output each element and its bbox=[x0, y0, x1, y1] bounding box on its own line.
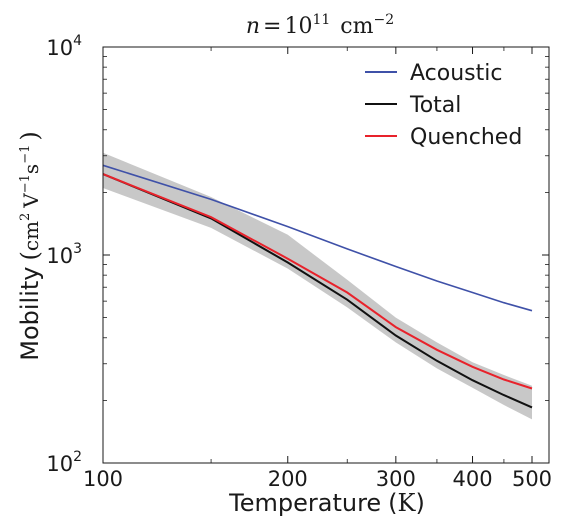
legend-acoustic-label: Acoustic bbox=[410, 61, 502, 86]
legend-total-label: Total bbox=[409, 93, 461, 118]
y-label-s: s bbox=[19, 164, 43, 174]
series-acoustic-line bbox=[102, 164, 533, 312]
x-label-close: ) bbox=[415, 489, 424, 517]
series-quenched-line bbox=[102, 173, 533, 390]
x-tick-label: 400 bbox=[452, 467, 492, 491]
chart-title: n = 1011 cm−2 bbox=[246, 12, 394, 39]
title-n: n bbox=[246, 14, 260, 39]
title-unit-exp: −2 bbox=[373, 12, 394, 28]
x-tick-label: 300 bbox=[376, 467, 416, 491]
y-tick-exp: 2 bbox=[73, 449, 82, 465]
title-unit: cm bbox=[340, 14, 373, 39]
y-label-s-exp: −1 bbox=[18, 145, 33, 164]
x-label-word: Temperature bbox=[228, 489, 381, 517]
x-tick-label: 100 bbox=[83, 467, 123, 491]
y-tick-label: 104 bbox=[46, 33, 82, 60]
plot-frame bbox=[102, 46, 550, 464]
title-eq: = bbox=[263, 14, 281, 39]
y-tick-label: 102 bbox=[46, 449, 82, 476]
plot-area bbox=[102, 152, 533, 420]
x-label-unit: K bbox=[398, 489, 417, 517]
x-tick-label: 500 bbox=[512, 467, 552, 491]
y-label-v: V bbox=[19, 193, 43, 209]
y-tick-base: 10 bbox=[46, 36, 73, 60]
legend: Acoustic Total Quenched bbox=[365, 61, 522, 150]
y-tick-base: 10 bbox=[46, 452, 73, 476]
y-label-v-exp: −1 bbox=[18, 174, 33, 193]
y-label-cm: cm bbox=[19, 221, 43, 251]
y-axis-label: Mobility(cm2V−1s−1) bbox=[16, 131, 44, 361]
x-tick-label: 200 bbox=[268, 467, 308, 491]
title-base: 10 bbox=[284, 14, 312, 39]
y-label-word: Mobility bbox=[16, 267, 44, 361]
y-tick-exp: 4 bbox=[73, 33, 82, 49]
x-label-open: ( bbox=[388, 489, 397, 517]
y-label-cm-exp: 2 bbox=[18, 213, 33, 221]
y-label-open: ( bbox=[16, 251, 44, 260]
legend-quenched-label: Quenched bbox=[410, 125, 522, 150]
x-axis-label: Temperature (K) bbox=[228, 489, 425, 517]
series-total-line bbox=[102, 173, 533, 409]
uncertainty-band bbox=[103, 152, 532, 420]
y-label-close: ) bbox=[16, 131, 44, 140]
y-tick-exp: 3 bbox=[73, 241, 82, 257]
y-tick-label: 103 bbox=[46, 241, 82, 268]
title-exp: 11 bbox=[312, 12, 330, 28]
y-tick-base: 10 bbox=[46, 244, 73, 268]
